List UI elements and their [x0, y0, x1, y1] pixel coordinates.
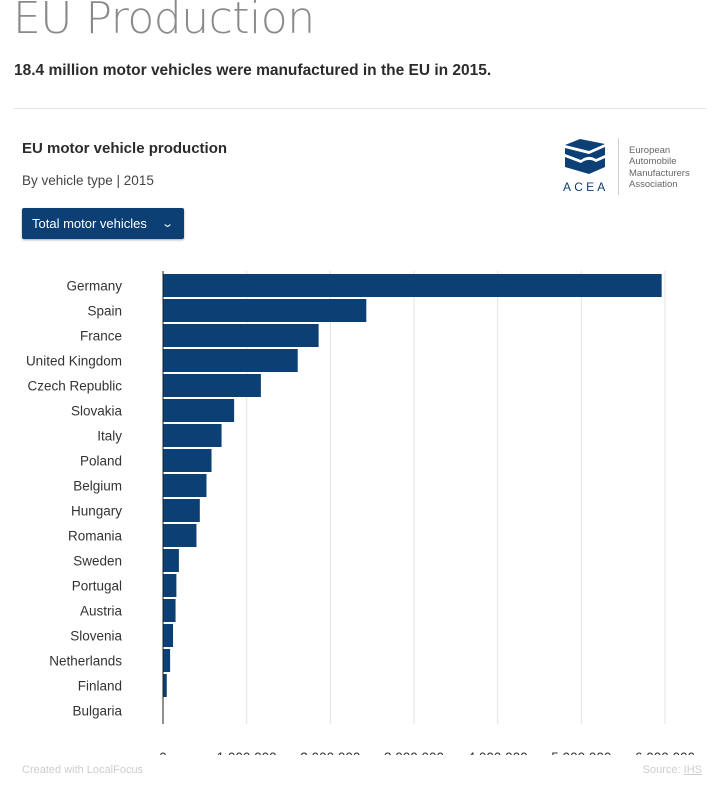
category-label: United Kingdom: [26, 354, 122, 369]
bar: [163, 299, 367, 322]
page-lede: 18.4 million motor vehicles were manufac…: [14, 62, 492, 79]
chart-subtitle: By vehicle type | 2015: [22, 173, 154, 188]
category-label: Romania: [68, 529, 123, 544]
bar: [163, 574, 177, 597]
category-label: Slovenia: [70, 629, 122, 644]
logo-abbreviation: ACEA: [563, 180, 609, 194]
acea-logo: ACEA European Automobile Manufacturers A…: [562, 137, 712, 199]
bar: [163, 649, 171, 672]
dropdown-selected-label: Total motor vehicles: [32, 216, 147, 231]
bar: [163, 624, 174, 647]
bar: [163, 474, 207, 497]
source-label: Source:: [642, 764, 681, 776]
category-label: Hungary: [71, 504, 122, 519]
category-label: Belgium: [73, 479, 122, 494]
category-label: Finland: [78, 679, 122, 694]
x-tick-label: 5,000,000: [551, 750, 611, 755]
section-divider: [14, 108, 706, 109]
category-label: Italy: [97, 429, 122, 444]
bar: [163, 499, 200, 522]
bar: [163, 524, 197, 547]
acea-emblem-icon: [565, 139, 605, 174]
bar: [163, 374, 261, 397]
chevron-down-icon: ⌄: [160, 218, 174, 230]
bar: [163, 424, 222, 447]
x-tick-label: 0: [159, 750, 167, 755]
bar: [163, 449, 212, 472]
logo-organization-name: European Automobile Manufacturers Associ…: [629, 145, 717, 191]
bar: [163, 274, 662, 297]
x-tick-label: 3,000,000: [384, 750, 444, 755]
x-tick-label: 4,000,000: [468, 750, 528, 755]
category-label: Sweden: [73, 554, 122, 569]
category-label: Bulgaria: [72, 704, 122, 719]
bar: [163, 599, 176, 622]
category-label: Austria: [80, 604, 123, 619]
logo-name-line: Association: [629, 179, 678, 191]
category-label: France: [80, 329, 122, 344]
logo-separator: [618, 138, 619, 195]
page-title: EU Production: [13, 0, 315, 44]
bar: [163, 324, 319, 347]
vehicle-type-dropdown[interactable]: Total motor vehicles ⌄: [22, 208, 184, 239]
footer-source: Source: IHS: [643, 764, 702, 776]
bar-chart: Germany Spain France United Kingdom Czech Re…: [26, 271, 695, 755]
category-label: Netherlands: [49, 654, 122, 669]
category-label: Poland: [80, 454, 122, 469]
category-label: Slovakia: [71, 404, 123, 419]
category-label: Spain: [87, 304, 122, 319]
source-link[interactable]: IHS: [683, 764, 702, 776]
x-tick-label: 1,000,000: [217, 750, 277, 755]
category-label: Portugal: [72, 579, 122, 594]
category-label: Czech Republic: [27, 379, 122, 394]
logo-name-line: Automobile: [629, 156, 677, 168]
x-tick-label: 6,000,000: [635, 750, 695, 755]
footer-credit: Created with LocalFocus: [22, 764, 144, 776]
bar: [163, 549, 179, 572]
bar: [163, 399, 235, 422]
logo-name-line: Manufacturers: [629, 167, 690, 179]
bar: [163, 349, 298, 372]
bar: [163, 674, 167, 697]
x-tick-label: 2,000,000: [300, 750, 360, 755]
chart-title: EU motor vehicle production: [22, 140, 228, 157]
logo-name-line: European: [629, 145, 671, 156]
category-label: Germany: [66, 279, 122, 294]
